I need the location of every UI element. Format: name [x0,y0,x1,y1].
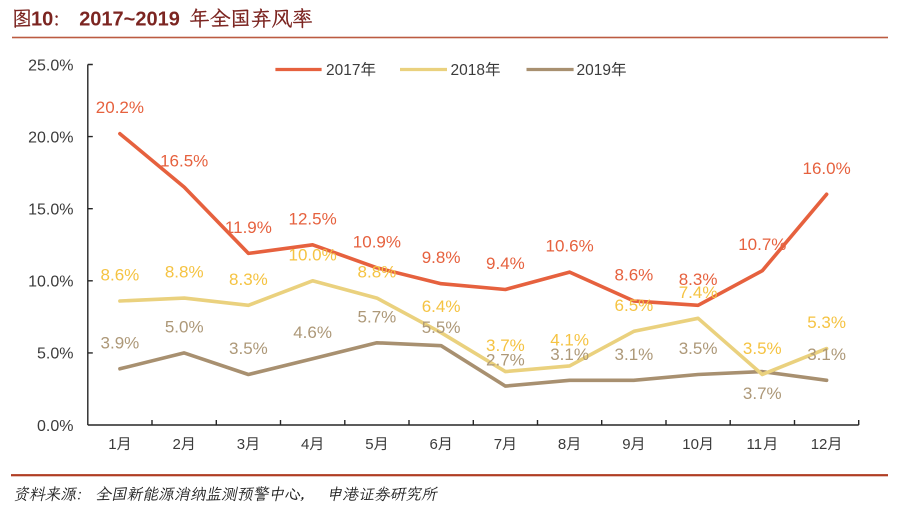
svg-text:16.5%: 16.5% [160,152,208,171]
svg-text:3.1%: 3.1% [807,345,846,364]
svg-text:16.0%: 16.0% [802,159,850,178]
svg-text:3: 3 [237,436,245,453]
svg-text:5.0%: 5.0% [165,317,204,336]
svg-text:3.5%: 3.5% [743,339,782,358]
svg-text:20.2%: 20.2% [96,98,144,117]
svg-text:5.7%: 5.7% [358,307,397,326]
svg-text:1: 1 [108,436,116,453]
svg-text:9.8%: 9.8% [422,248,461,267]
svg-text:10: 10 [31,9,53,31]
svg-text:3.5%: 3.5% [679,339,718,358]
svg-text:9.4%: 9.4% [486,254,525,273]
svg-text:8: 8 [558,436,566,453]
svg-text:9: 9 [622,436,630,453]
svg-text:2.7%: 2.7% [486,351,525,370]
svg-text:8.3%: 8.3% [229,270,268,289]
svg-text:10.7%: 10.7% [738,235,786,254]
svg-text:3.1%: 3.1% [615,345,654,364]
svg-text:11: 11 [747,436,763,453]
svg-text:8.6%: 8.6% [615,266,654,285]
svg-text:7.4%: 7.4% [679,283,718,302]
svg-text:20.0%: 20.0% [28,129,73,146]
svg-text:0.0%: 0.0% [37,418,73,435]
svg-text:5.3%: 5.3% [807,313,846,332]
svg-text:5.5%: 5.5% [422,318,461,337]
svg-text:4.1%: 4.1% [550,330,589,349]
svg-text:10.0%: 10.0% [288,245,336,264]
svg-text:3.5%: 3.5% [229,339,268,358]
svg-text:12.5%: 12.5% [288,209,336,228]
svg-text:11.9%: 11.9% [225,218,272,237]
svg-text:2019: 2019 [577,62,611,79]
svg-text:8.8%: 8.8% [165,263,204,282]
svg-text:15.0%: 15.0% [28,202,73,219]
svg-text:10.9%: 10.9% [353,232,401,251]
svg-text:10: 10 [682,436,699,453]
svg-text:2017: 2017 [326,62,360,79]
svg-text:8.3%: 8.3% [679,270,718,289]
svg-text:12: 12 [811,436,828,453]
svg-text:2018: 2018 [451,62,485,79]
svg-text:10.6%: 10.6% [545,237,593,256]
svg-text:2: 2 [173,436,181,453]
svg-text:3.9%: 3.9% [101,333,140,352]
svg-text:4: 4 [301,436,309,453]
svg-text:25.0%: 25.0% [28,57,73,74]
svg-text:10.0%: 10.0% [28,274,73,291]
svg-text:7: 7 [494,436,502,453]
svg-text:3.7%: 3.7% [743,384,782,403]
svg-text:6: 6 [430,436,438,453]
svg-text:3.7%: 3.7% [486,336,525,355]
svg-text:3.1%: 3.1% [550,345,589,364]
svg-text:2017~2019: 2017~2019 [79,9,180,31]
svg-text:6.5%: 6.5% [615,296,654,315]
svg-text:5: 5 [365,436,373,453]
svg-text:5.0%: 5.0% [37,346,73,363]
svg-text:8.6%: 8.6% [101,266,140,285]
svg-text:4.6%: 4.6% [293,323,332,342]
svg-text:8.8%: 8.8% [358,263,397,282]
svg-text:6.4%: 6.4% [422,297,461,316]
